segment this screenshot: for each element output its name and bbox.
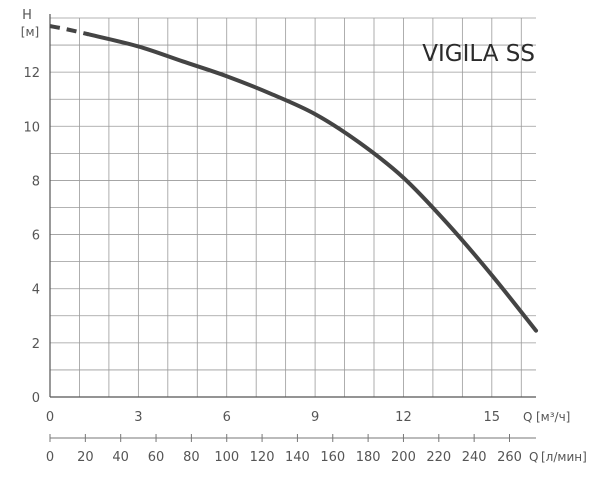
x-tick-label: 6 — [223, 410, 231, 425]
y-tick-label: 12 — [23, 66, 40, 81]
y-axis-unit: [м] — [21, 25, 39, 39]
x-axis-unit: [м³/ч] — [536, 410, 570, 424]
x2-tick-label: 80 — [183, 450, 200, 465]
grid — [50, 17, 536, 397]
x2-tick-label: 180 — [356, 450, 381, 465]
y-axis-label: H — [22, 8, 32, 23]
y-tick-label: 8 — [32, 174, 40, 189]
x2-tick-label: 220 — [426, 450, 451, 465]
y-tick-label: 6 — [32, 229, 40, 244]
y-tick-label: 0 — [32, 391, 40, 406]
y-tick-label: 2 — [32, 337, 40, 352]
chart-title: VIGILA SS — [422, 41, 535, 67]
x-tick-label: 0 — [46, 410, 54, 425]
curve-dashed-segment — [49, 24, 89, 37]
x-tick-label: 3 — [134, 410, 142, 425]
curves — [49, 24, 538, 333]
x-tick-label: 9 — [311, 410, 319, 425]
y-tick-label: 10 — [23, 120, 40, 135]
x2-tick-label: 200 — [391, 450, 416, 465]
x2-tick-label: 40 — [112, 450, 129, 465]
x-axis-label: Q — [523, 410, 532, 424]
axes — [49, 14, 536, 442]
y-tick-label: 4 — [32, 283, 40, 298]
x2-axis-label: Q — [529, 450, 538, 464]
x2-axis-unit: [л/мин] — [541, 450, 587, 464]
x2-tick-label: 0 — [46, 450, 54, 465]
x2-tick-label: 160 — [320, 450, 345, 465]
x-tick-label: 15 — [484, 410, 501, 425]
x2-tick-label: 240 — [462, 450, 487, 465]
x2-tick-label: 260 — [497, 450, 522, 465]
x2-tick-label: 120 — [250, 450, 275, 465]
x2-tick-label: 60 — [148, 450, 165, 465]
x2-tick-label: 100 — [214, 450, 239, 465]
x-tick-label: 12 — [395, 410, 412, 425]
x2-tick-label: 20 — [77, 450, 94, 465]
x2-tick-label: 140 — [285, 450, 310, 465]
curve-solid-segment — [86, 32, 538, 333]
